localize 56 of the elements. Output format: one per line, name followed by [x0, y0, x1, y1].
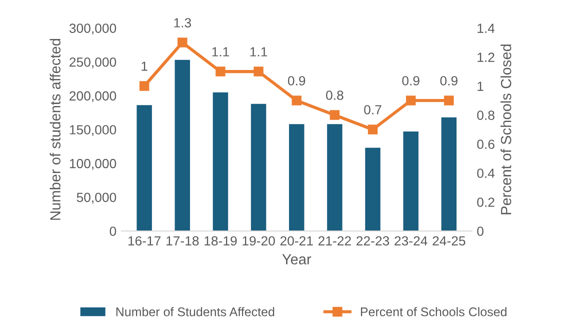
point	[254, 66, 264, 76]
bar	[327, 124, 342, 231]
y2-tick-label: 1.2	[478, 52, 494, 62]
y-tick-label: 250,000	[70, 57, 116, 68]
legend-label: Percent of Schools Closed	[360, 307, 506, 316]
data-label: 0.9	[440, 76, 458, 86]
data-label: 0.9	[288, 76, 306, 86]
point	[368, 124, 378, 134]
point	[444, 96, 454, 106]
x-tick-label: 17-18	[166, 236, 199, 246]
data-label: 1.1	[212, 47, 229, 56]
y2-tick-label: 0	[477, 226, 484, 236]
y2-tick-label: 0.2	[477, 198, 494, 207]
y2-tick-label: 1	[478, 82, 484, 91]
bar	[365, 148, 380, 231]
x-tick-label: 22-23	[356, 236, 390, 246]
bar	[250, 104, 266, 231]
y-tick-label: 50,000	[76, 192, 116, 204]
y-tick-label: 300,000	[69, 24, 116, 35]
y2-axis-title: Percent of Schools Closed	[500, 44, 512, 214]
x-axis-title: Year	[282, 254, 312, 264]
data-label: 0.9	[402, 76, 420, 86]
x-tick-label: 23-24	[394, 236, 428, 246]
y2-tick-label: 0.4	[477, 168, 495, 178]
y-tick-label: 200,000	[70, 91, 116, 102]
y2-tick-label: 0.8	[477, 110, 494, 120]
bar	[289, 124, 304, 231]
data-label: 1.1	[250, 47, 268, 56]
x-tick-label: 18-19	[204, 236, 237, 246]
point	[139, 81, 150, 91]
y2-tick-label: 1.4	[478, 24, 495, 33]
data-label: 0.7	[364, 105, 382, 114]
bar	[403, 132, 418, 231]
bar	[136, 105, 152, 231]
y-tick-label: 100,000	[70, 158, 116, 170]
x-tick-label: 19-20	[242, 236, 275, 246]
y-tick-label: 150,000	[70, 125, 116, 136]
x-tick-label: 24-25	[432, 236, 466, 246]
point	[178, 38, 188, 48]
x-tick-label: 20-21	[280, 236, 313, 246]
bar	[212, 92, 228, 231]
point	[406, 96, 416, 106]
x-tick-label: 21-22	[318, 236, 351, 246]
point	[292, 96, 302, 106]
data-label: 1	[142, 62, 148, 71]
point	[216, 66, 226, 76]
legend-label: Number of Students Affected	[116, 307, 274, 316]
x-tick-label: 16-17	[128, 236, 161, 246]
y2-tick-label: 0.6	[477, 140, 494, 149]
y-tick-label: 0	[110, 226, 116, 236]
point	[330, 110, 340, 120]
data-label: 0.8	[326, 90, 344, 100]
bar	[441, 117, 457, 231]
y-axis-title: Number of students affected	[50, 38, 60, 220]
data-label: 1.3	[174, 18, 191, 28]
bar	[174, 60, 190, 231]
